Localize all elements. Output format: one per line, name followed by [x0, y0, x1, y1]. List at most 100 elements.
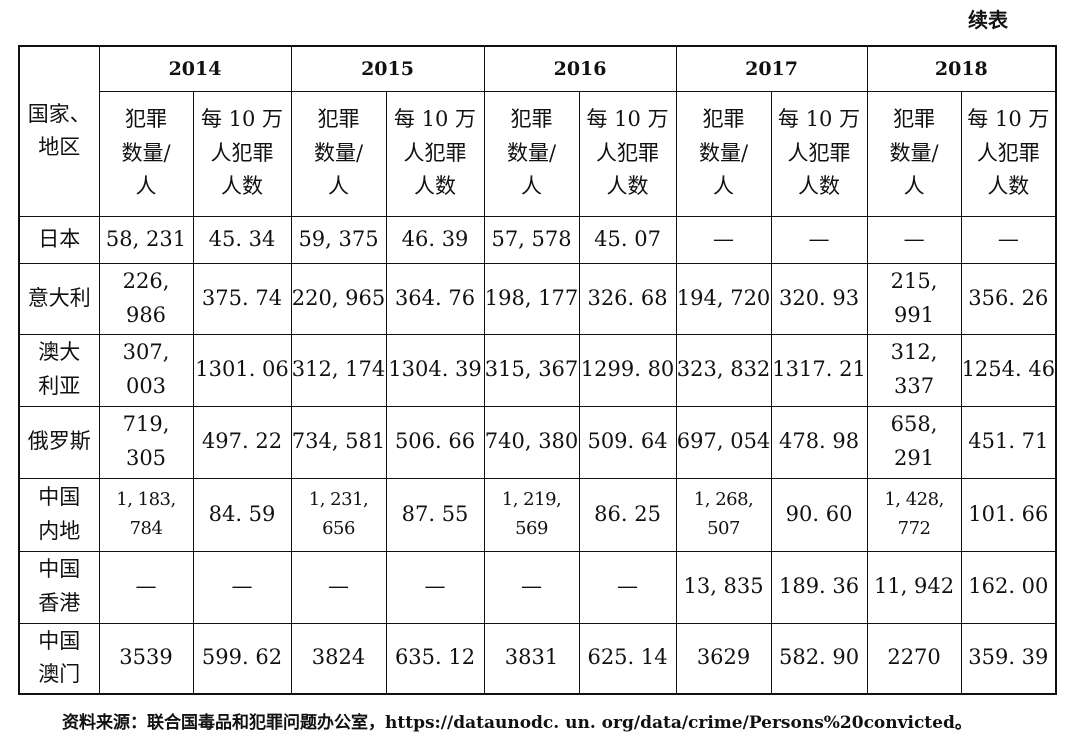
value-cell: 215, 991 [866, 262, 962, 335]
value-cell: 59, 375 [290, 215, 387, 264]
value-cell: 326. 68 [578, 262, 677, 335]
value-cell: 509. 64 [578, 405, 677, 479]
value-cell: 635. 12 [385, 622, 485, 695]
value-cell: 86. 25 [578, 477, 677, 552]
value-cell: 451. 71 [960, 405, 1057, 479]
value-cell: — [290, 550, 387, 624]
sub-header: 每 10 万 人犯罪 人数 [578, 90, 677, 217]
year-header: 2017 [675, 45, 868, 92]
year-header: 2014 [98, 45, 292, 92]
value-cell: 1299. 80 [578, 333, 677, 407]
value-cell: 312, 337 [866, 333, 962, 407]
value-cell: 1301. 06 [192, 333, 292, 407]
data-row: 中国 香港 — — — — — —13, 835 189. 36 11, 942 162. 00 [18, 550, 1057, 624]
value-cell: 198, 177 [483, 262, 580, 335]
value-cell: 312, 174 [290, 333, 387, 407]
value-cell: 84. 59 [192, 477, 292, 552]
region-cell: 中国 内地 [18, 477, 100, 552]
value-cell: 2270 [866, 622, 962, 695]
sub-header: 每 10 万 人犯罪 人数 [960, 90, 1057, 217]
value-cell: 194, 720 [675, 262, 772, 335]
value-cell: — [770, 215, 868, 264]
data-row: 中国 内地 1, 183, 784 84. 59 1, 231, 656 87. 55 1… [18, 477, 1057, 552]
value-cell: 220, 965 [290, 262, 387, 335]
value-cell: 320. 93 [770, 262, 868, 335]
value-cell: 497. 22 [192, 405, 292, 479]
region-cell: 俄罗斯 [18, 405, 100, 479]
value-cell: 11, 942 [866, 550, 962, 624]
value-cell: — [866, 215, 962, 264]
value-cell: 1, 268, 507 [675, 477, 772, 552]
region-cell: 日本 [18, 215, 100, 264]
source-note: 资料来源：联合国毒品和犯罪问题办公室，https://dataunodc. un… [62, 713, 972, 733]
value-cell: 87. 55 [385, 477, 485, 552]
sub-header: 犯罪 数量/ 人 [290, 90, 387, 217]
value-cell: 1317. 21 [770, 333, 868, 407]
sub-header: 每 10 万 人犯罪 人数 [385, 90, 485, 217]
value-cell: 307, 003 [98, 333, 194, 407]
value-cell: 90. 60 [770, 477, 868, 552]
value-cell: — [192, 550, 292, 624]
subheader-row: 犯罪 数量/ 人每 10 万 人犯罪 人数 犯罪 数量/ 人每 10 万 人犯罪 … [19, 90, 1057, 217]
continuation-label: 续表 [968, 8, 1008, 32]
year-header: 2016 [483, 45, 677, 92]
value-cell: — [578, 550, 677, 624]
value-cell: 1304. 39 [385, 333, 485, 407]
data-row: 日本 58, 231 45. 34 59, 375 46. 39 57, 578 45. 0… [18, 215, 1057, 264]
value-cell: 697, 054 [675, 405, 772, 479]
value-cell: 740, 380 [483, 405, 580, 479]
region-cell: 澳大 利亚 [18, 333, 100, 407]
value-cell: — [960, 215, 1057, 264]
value-cell: 506. 66 [385, 405, 485, 479]
value-cell: — [385, 550, 485, 624]
year-header: 2018 [866, 45, 1057, 92]
sub-header: 每 10 万 人犯罪 人数 [770, 90, 868, 217]
value-cell: 3539 [98, 622, 194, 695]
value-cell: 315, 367 [483, 333, 580, 407]
value-cell: 1, 231, 656 [290, 477, 387, 552]
region-cell: 中国 香港 [18, 550, 100, 624]
value-cell: — [483, 550, 580, 624]
value-cell: 734, 581 [290, 405, 387, 479]
value-cell: 359. 39 [960, 622, 1057, 695]
crime-table: 国家、 地区 2014 2015 2016 2017 2018 犯罪 数量/ 人每 10 万… [18, 45, 1058, 695]
data-row: 澳大 利亚 307, 003 1301. 06 312, 174 1304. 39 315… [18, 333, 1057, 407]
value-cell: 599. 62 [192, 622, 292, 695]
value-cell: 3831 [483, 622, 580, 695]
value-cell: — [98, 550, 194, 624]
data-row: 意大利 226, 986 375. 74 220, 965 364. 76 198, 17… [18, 262, 1057, 335]
value-cell: 1254. 46 [960, 333, 1057, 407]
sub-header: 犯罪 数量/ 人 [483, 90, 580, 217]
value-cell: 323, 832 [675, 333, 772, 407]
value-cell: 1, 428, 772 [866, 477, 962, 552]
value-cell: 3629 [675, 622, 772, 695]
value-cell: 1, 219, 569 [483, 477, 580, 552]
value-cell: 46. 39 [385, 215, 485, 264]
value-cell: 101. 66 [960, 477, 1057, 552]
value-cell: 375. 74 [192, 262, 292, 335]
corner-header: 国家、 地区 [18, 45, 100, 217]
value-cell: 658, 291 [866, 405, 962, 479]
sub-header: 每 10 万 人犯罪 人数 [192, 90, 292, 217]
value-cell: 45. 34 [192, 215, 292, 264]
region-cell: 中国 澳门 [18, 622, 100, 695]
value-cell: 356. 26 [960, 262, 1057, 335]
data-row: 俄罗斯 719, 305 497. 22 734, 581 506. 66 740, 38… [18, 405, 1057, 479]
sub-header: 犯罪 数量/ 人 [675, 90, 772, 217]
region-cell: 意大利 [18, 262, 100, 335]
value-cell: 57, 578 [483, 215, 580, 264]
value-cell: 58, 231 [98, 215, 194, 264]
value-cell: 1, 183, 784 [98, 477, 194, 552]
header-row: 国家、 地区 2014 2015 2016 2017 2018 [18, 45, 1057, 217]
value-cell: 45. 07 [578, 215, 677, 264]
value-cell: 719, 305 [98, 405, 194, 479]
data-row: 中国 澳门 3539 599. 62 3824 635. 12 3831 625. 14 36… [18, 622, 1057, 695]
value-cell: 364. 76 [385, 262, 485, 335]
value-cell: — [675, 215, 772, 264]
value-cell: 582. 90 [770, 622, 868, 695]
value-cell: 13, 835 [675, 550, 772, 624]
value-cell: 625. 14 [578, 622, 677, 695]
value-cell: 226, 986 [98, 262, 194, 335]
value-cell: 189. 36 [770, 550, 868, 624]
